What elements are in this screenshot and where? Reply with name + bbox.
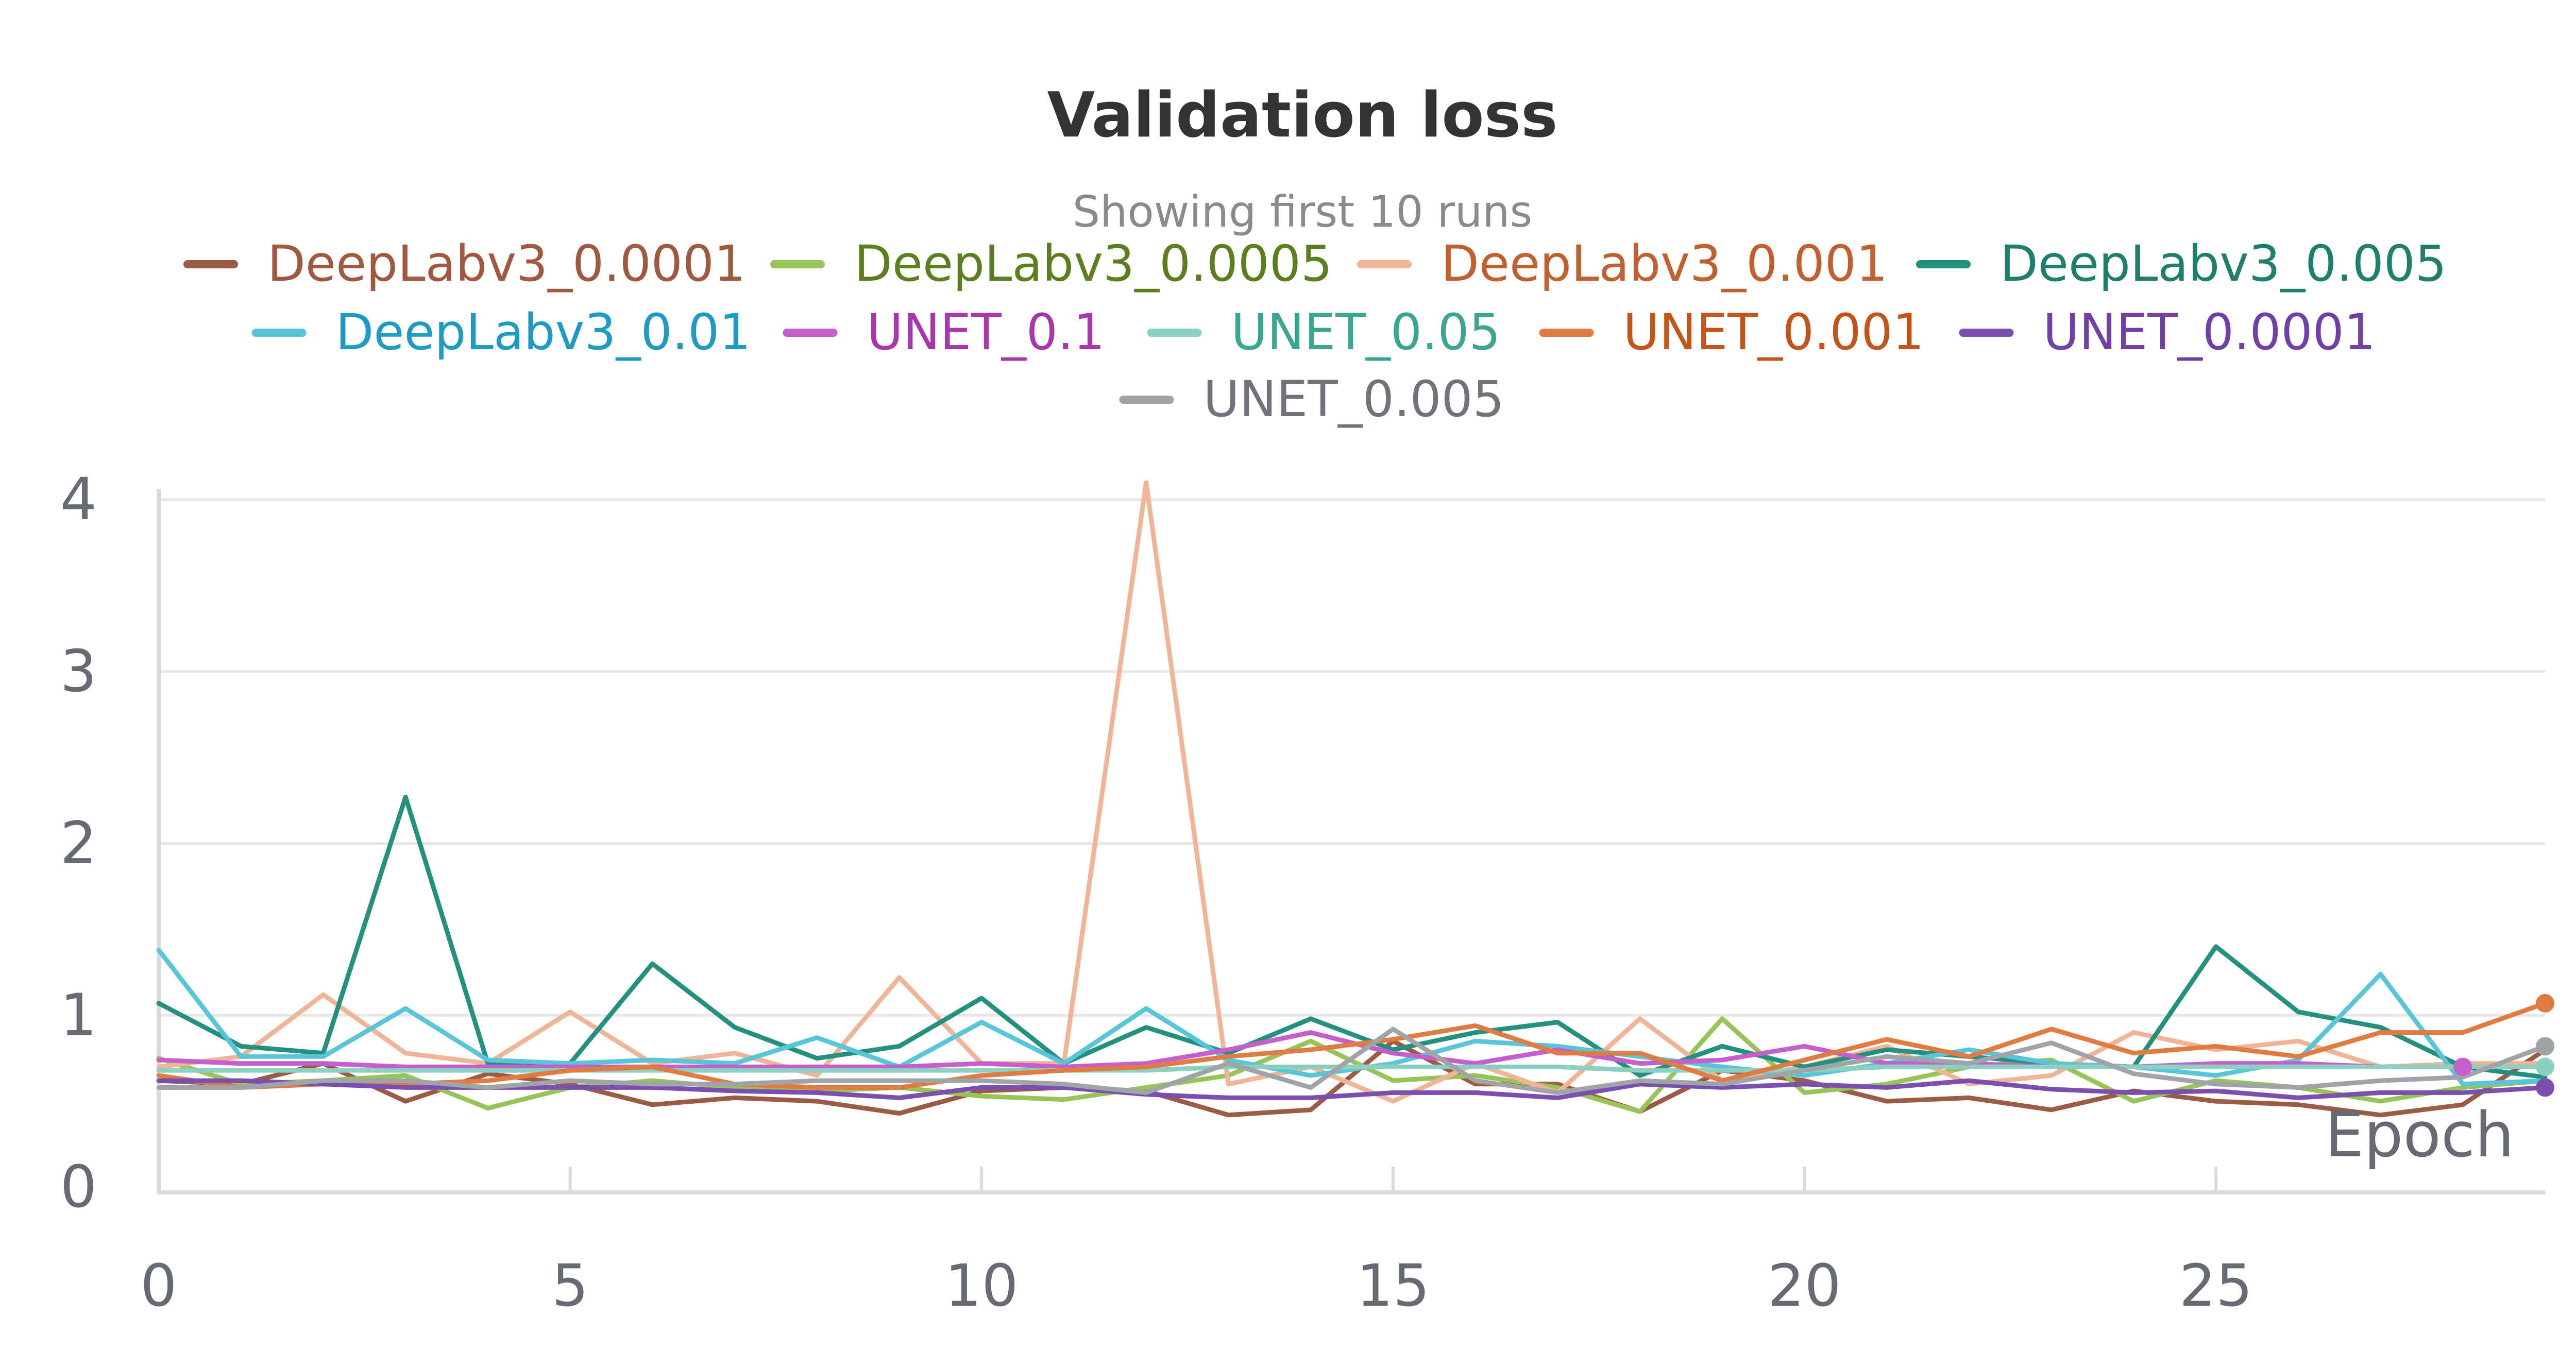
legend-item-unet-0-005[interactable]: UNET_0.005 xyxy=(1119,370,1504,428)
y-tick-label-4: 4 xyxy=(60,466,97,533)
legend-item-unet-0-1[interactable]: UNET_0.1 xyxy=(783,303,1105,361)
y-tick-label-2: 2 xyxy=(60,810,97,877)
tick-labels: 0 1 2 3 4 0 5 10 15 20 25 xyxy=(60,466,2253,1320)
legend-item-unet-0-001[interactable]: UNET_0.001 xyxy=(1539,303,1924,361)
legend-item-unet-0-05[interactable]: UNET_0.05 xyxy=(1147,303,1501,361)
legend-label-unet-0-005: UNET_0.005 xyxy=(1204,370,1504,428)
legend: DeepLabv3_0.0001 DeepLabv3_0.0005 DeepLabv… xyxy=(183,235,2447,428)
series-line-deeplabv3-0-001 xyxy=(156,480,2548,1104)
legend-label-unet-0-0001: UNET_0.0001 xyxy=(2043,303,2376,361)
legend-item-deeplabv3-0-01[interactable]: DeepLabv3_0.01 xyxy=(251,303,751,361)
series-line-deeplabv3-0-005 xyxy=(156,794,2548,1080)
series-end-point-unet-0-05 xyxy=(2536,1057,2554,1076)
x-tick-label-5: 5 xyxy=(552,1253,588,1320)
series-line-unet-0-005 xyxy=(156,1027,2548,1095)
chart-subtitle: Showing first 10 runs xyxy=(1073,186,1532,237)
legend-item-unet-0-0001[interactable]: UNET_0.0001 xyxy=(1959,303,2376,361)
x-tick-label-25: 25 xyxy=(2179,1253,2253,1320)
legend-label-unet-0-001: UNET_0.001 xyxy=(1623,303,1924,361)
legend-label-deeplabv3-0-005: DeepLabv3_0.005 xyxy=(2000,235,2447,293)
series-line-unet-0-0001 xyxy=(156,1078,2548,1100)
series-end-point-unet-0-1 xyxy=(2453,1057,2472,1076)
series-unet-0-001 xyxy=(156,1001,2548,1090)
series-line-unet-0-001 xyxy=(156,1001,2548,1090)
series-lines xyxy=(156,480,2554,1118)
series-end-point-unet-0-0001 xyxy=(2536,1078,2554,1097)
x-tick-label-0: 0 xyxy=(140,1253,177,1320)
y-tick-label-1: 1 xyxy=(60,982,97,1049)
legend-label-deeplabv3-0-001: DeepLabv3_0.001 xyxy=(1441,235,1888,293)
x-tick-label-10: 10 xyxy=(945,1253,1019,1320)
series-unet-0-005 xyxy=(156,1027,2548,1095)
legend-label-deeplabv3-0-0001: DeepLabv3_0.0001 xyxy=(267,235,745,293)
gridlines xyxy=(159,498,2545,1017)
legend-item-deeplabv3-0-0005[interactable]: DeepLabv3_0.0005 xyxy=(770,235,1332,293)
series-deeplabv3-0-001 xyxy=(156,480,2548,1104)
y-tick-label-0: 0 xyxy=(60,1154,97,1221)
series-end-point-unet-0-001 xyxy=(2536,994,2554,1013)
series-unet-0-0001 xyxy=(156,1078,2548,1100)
legend-label-deeplabv3-0-01: DeepLabv3_0.01 xyxy=(336,303,751,361)
x-tick-label-20: 20 xyxy=(1768,1253,1841,1320)
legend-item-deeplabv3-0-001[interactable]: DeepLabv3_0.001 xyxy=(1357,235,1888,293)
chart-title: Validation loss xyxy=(1047,80,1558,151)
series-deeplabv3-0-005 xyxy=(156,794,2548,1080)
legend-label-deeplabv3-0-0005: DeepLabv3_0.0005 xyxy=(854,235,1332,293)
x-axis-title: Epoch xyxy=(2325,1100,2514,1171)
legend-item-deeplabv3-0-005[interactable]: DeepLabv3_0.005 xyxy=(1916,235,2447,293)
legend-label-unet-0-1: UNET_0.1 xyxy=(867,303,1105,361)
series-end-point-unet-0-005 xyxy=(2536,1037,2554,1056)
legend-item-deeplabv3-0-0001[interactable]: DeepLabv3_0.0001 xyxy=(183,235,745,293)
x-tick-label-15: 15 xyxy=(1357,1253,1430,1320)
y-tick-label-3: 3 xyxy=(60,638,97,705)
legend-label-unet-0-05: UNET_0.05 xyxy=(1231,303,1501,361)
